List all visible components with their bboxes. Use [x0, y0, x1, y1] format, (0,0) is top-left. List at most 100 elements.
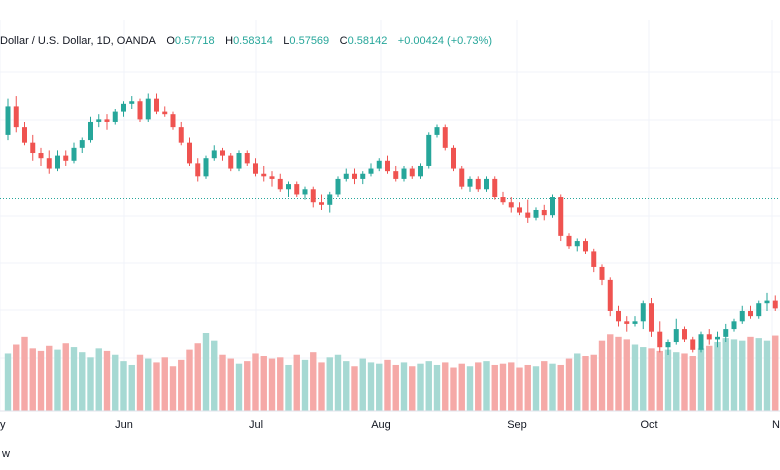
candle-body	[459, 168, 465, 187]
candle-body	[30, 142, 36, 154]
candle-body	[112, 111, 118, 122]
candle	[376, 158, 382, 172]
volume-bar	[491, 364, 498, 411]
x-tick-label: Aug	[371, 419, 391, 431]
volume-bar	[499, 363, 507, 411]
candle-body	[154, 98, 159, 112]
volume-bar	[153, 362, 160, 411]
candle	[319, 194, 324, 210]
candle	[13, 96, 19, 133]
candle	[96, 114, 102, 128]
candle-body	[657, 331, 663, 348]
candle-body	[376, 160, 382, 169]
high-label: H	[225, 35, 233, 47]
candle-body	[533, 209, 539, 218]
volume-bar	[697, 348, 705, 411]
candle-body	[517, 207, 522, 213]
volume-bar	[648, 348, 655, 411]
candle	[71, 142, 77, 164]
volume-bar	[112, 354, 119, 411]
volume-bar	[145, 358, 152, 411]
change-value: +0.00424 (+0.73%)	[398, 35, 492, 47]
candle	[401, 165, 407, 182]
candle	[533, 207, 539, 221]
volume-bar	[565, 358, 573, 411]
candle-body	[170, 114, 176, 128]
candle-body	[673, 329, 679, 343]
candle	[220, 147, 225, 161]
candle-body	[500, 197, 506, 203]
candle-body	[698, 334, 704, 350]
volume-bar	[318, 362, 325, 411]
candle	[682, 326, 687, 343]
candle	[30, 134, 36, 161]
candle	[5, 98, 11, 141]
volume-bar	[186, 349, 193, 411]
candle-body	[599, 266, 605, 280]
candle	[88, 116, 93, 143]
candle-body	[715, 336, 720, 340]
candle-body	[294, 184, 300, 195]
volume-bar	[178, 359, 185, 411]
candle-body	[104, 119, 110, 122]
candle-body	[401, 168, 407, 179]
candle-body	[418, 165, 423, 177]
volume-bar	[95, 348, 102, 411]
volume-bar	[590, 354, 597, 411]
volume-bar	[433, 364, 441, 411]
candle-body	[690, 339, 696, 350]
volume-bar	[524, 364, 531, 411]
candle	[203, 155, 209, 179]
candle	[327, 191, 333, 213]
candle	[706, 329, 712, 345]
candle-body	[772, 300, 778, 309]
candle	[286, 181, 291, 198]
volume-bar	[640, 347, 647, 411]
candle-body	[591, 251, 597, 267]
candle	[640, 300, 646, 330]
candle	[418, 163, 423, 179]
close-value: 0.58142	[348, 35, 388, 47]
candle-body	[88, 121, 93, 141]
candle	[649, 298, 654, 337]
volume-bar	[46, 345, 53, 411]
candle	[352, 168, 357, 185]
volume-bar	[532, 366, 540, 411]
volume-bar	[29, 348, 36, 411]
volume-bar	[541, 361, 548, 411]
candle-body	[442, 127, 448, 148]
candle	[294, 181, 300, 198]
candle-body	[426, 134, 432, 166]
footer-text: w	[1, 448, 10, 460]
candle-body	[492, 178, 498, 198]
volume-bar	[169, 366, 177, 411]
candle-body	[541, 209, 547, 216]
volume-bar	[54, 349, 61, 411]
volume-bar	[508, 362, 515, 411]
volume-bar	[689, 356, 696, 411]
candle	[302, 186, 308, 200]
volume-bar	[450, 367, 457, 411]
volume-bar	[235, 363, 243, 411]
candle-body	[162, 111, 168, 115]
candle-body	[310, 189, 316, 203]
candle-body	[228, 155, 234, 169]
candle-body	[335, 178, 341, 195]
candle	[22, 121, 27, 146]
candle-body	[253, 163, 258, 174]
candle-body	[302, 189, 308, 195]
candle	[748, 305, 753, 319]
candle	[467, 176, 473, 192]
candle-body	[71, 147, 77, 161]
volume-bar	[21, 336, 28, 411]
volume-bar	[557, 364, 564, 411]
candle	[607, 277, 613, 317]
high-value: 0.58314	[233, 35, 273, 47]
volume-bar	[483, 361, 490, 411]
candle-body	[211, 150, 217, 159]
volume-bar	[277, 357, 284, 411]
volume-bar	[136, 354, 144, 411]
volume-bar	[4, 353, 12, 411]
candle-body	[121, 103, 126, 112]
